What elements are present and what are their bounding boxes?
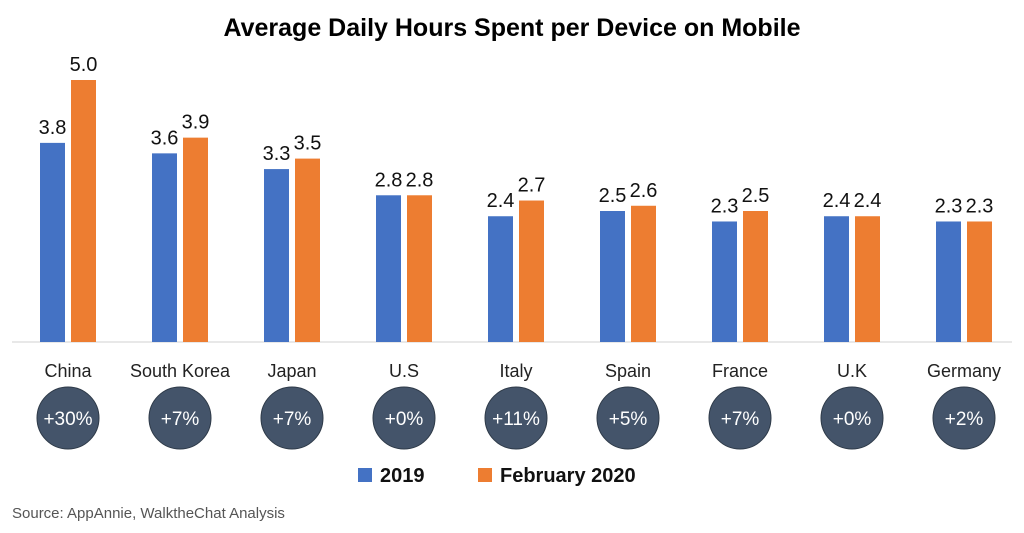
bar-2019 <box>488 216 513 342</box>
growth-label: +5% <box>609 409 648 430</box>
growth-badge <box>484 386 548 450</box>
data-label-feb-2020: 2.4 <box>854 190 882 212</box>
growth-label: +0% <box>833 409 872 430</box>
data-label-2019: 3.3 <box>263 143 291 165</box>
category-label: France <box>712 361 768 381</box>
category-label: Spain <box>605 361 651 381</box>
growth-badges: +30% +7% +7% +0% +11% +5% +7% +0% +2% <box>36 386 996 450</box>
data-label-2019: 3.8 <box>39 117 67 139</box>
chart-title: Average Daily Hours Spent per Device on … <box>223 14 800 42</box>
bar-feb-2020 <box>631 205 656 342</box>
data-label-feb-2020: 2.3 <box>966 195 994 217</box>
bar-2019 <box>600 211 625 342</box>
category-label: Italy <box>499 361 532 381</box>
growth-label: +30% <box>43 409 92 430</box>
bar-2019 <box>152 153 177 342</box>
category-label: Japan <box>267 361 316 381</box>
data-label-2019: 2.5 <box>599 185 627 207</box>
growth-label: +7% <box>721 409 760 430</box>
category-label: U.K <box>837 361 867 381</box>
category-label: South Korea <box>130 361 231 381</box>
bar-2019 <box>264 169 289 342</box>
category-label: China <box>44 361 92 381</box>
bar-2019 <box>936 221 961 342</box>
growth-badge <box>596 386 660 450</box>
data-label-2019: 2.4 <box>823 190 851 212</box>
bar-2019 <box>376 195 401 342</box>
bar-feb-2020 <box>71 80 96 342</box>
data-label-feb-2020: 3.5 <box>294 133 322 155</box>
labels-layer: 3.8 5.0 China 3.63.9 South Korea 3.3 3.5 Japan 2… <box>39 54 1001 381</box>
growth-badge <box>372 386 436 450</box>
growth-badge <box>708 386 772 450</box>
category-label: Germany <box>927 361 1001 381</box>
bar-feb-2020 <box>743 211 768 342</box>
legend: 2019 February 2020 <box>358 465 636 487</box>
bar-2019 <box>712 221 737 342</box>
growth-label: +7% <box>161 409 200 430</box>
data-label-2019: 2.3 <box>711 195 739 217</box>
bar-feb-2020 <box>407 195 432 342</box>
bar-feb-2020 <box>967 221 992 342</box>
growth-badge <box>932 386 996 450</box>
growth-badge <box>36 386 100 450</box>
growth-label: +2% <box>945 409 984 430</box>
data-label-2019: 2.4 <box>487 190 515 212</box>
data-label-feb-2020: 5.0 <box>70 54 98 76</box>
bar-feb-2020 <box>855 216 880 342</box>
growth-badge <box>260 386 324 450</box>
bar-feb-2020 <box>183 137 208 342</box>
growth-label: +0% <box>385 409 424 430</box>
legend-label-feb-2020: February 2020 <box>500 465 636 487</box>
data-label-2019: 2.3 <box>935 195 963 217</box>
bar-feb-2020 <box>295 158 320 342</box>
data-label-feb-2020: 2.8 <box>406 169 434 191</box>
source-note: Source: AppAnnie, WalktheChat Analysis <box>12 505 285 522</box>
data-label-feb-2020: 2.6 <box>630 180 658 202</box>
growth-badge <box>820 386 884 450</box>
growth-label: +7% <box>273 409 312 430</box>
data-label-feb-2020: 2.5 <box>742 185 770 207</box>
growth-badge <box>148 386 212 450</box>
legend-label-2019: 2019 <box>380 465 425 487</box>
legend-swatch-feb-2020 <box>478 468 492 482</box>
bar-2019 <box>40 142 65 342</box>
data-label-feb-2020: 2.7 <box>518 175 546 197</box>
category-label: U.S <box>389 361 419 381</box>
bar-feb-2020 <box>519 200 544 342</box>
data-label-2019: 3.6 <box>151 127 179 149</box>
bars-layer <box>40 80 992 342</box>
legend-swatch-2019 <box>358 468 372 482</box>
data-label-feb-2020: 3.9 <box>182 112 210 134</box>
data-label-2019: 2.8 <box>375 169 403 191</box>
bar-2019 <box>824 216 849 342</box>
growth-label: +11% <box>492 409 540 430</box>
